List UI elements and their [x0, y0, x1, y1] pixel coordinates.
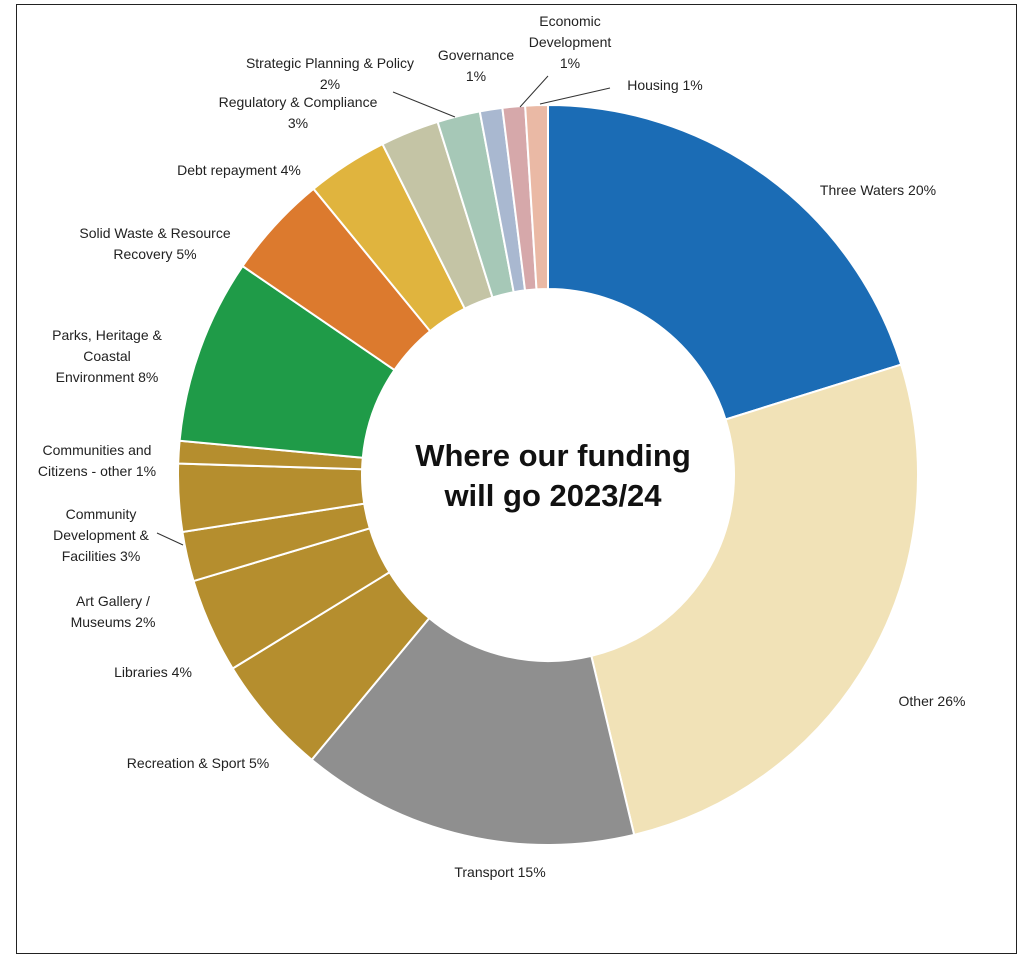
slice-label-13: Governance 1% — [438, 47, 514, 84]
chart-title-line-1: Where our funding — [415, 438, 691, 473]
slice-label-15: Housing 1% — [627, 77, 703, 93]
slice-label-1: Other 26% — [899, 693, 966, 709]
leader-line-14 — [519, 75, 549, 108]
leader-line-12 — [392, 91, 456, 118]
slice-label-7: Communities and Citizens - other 1% — [38, 442, 156, 479]
slice-label-0: Three Waters 20% — [820, 182, 936, 198]
pie-slice-2 — [310, 616, 636, 846]
slice-label-10: Debt repayment 4% — [177, 162, 301, 178]
slice-label-6: Community Development & Facilities 3% — [53, 506, 149, 564]
slice-label-4: Libraries 4% — [114, 664, 192, 680]
slice-label-11: Regulatory & Compliance 3% — [219, 94, 378, 131]
slice-label-8: Parks, Heritage & Coastal Environment 8% — [52, 327, 162, 385]
leader-line-15 — [539, 87, 611, 105]
slice-label-14: Economic Development 1% — [529, 13, 612, 71]
leader-line-6 — [156, 532, 184, 546]
slice-label-5: Art Gallery / Museums 2% — [71, 593, 156, 630]
slice-label-3: Recreation & Sport 5% — [127, 755, 269, 771]
pie-slice-1 — [590, 363, 919, 837]
donut-chart: Three Waters 20% Other 26% Transport 15% Re… — [38, 13, 966, 880]
pie-slice-0 — [547, 103, 903, 421]
slice-label-2: Transport 15% — [454, 864, 545, 880]
chart-title-line-2: will go 2023/24 — [443, 478, 662, 513]
pie-slice-15 — [524, 103, 549, 291]
slice-label-12: Strategic Planning & Policy 2% — [246, 55, 414, 92]
slice-label-9: Solid Waste & Resource Recovery 5% — [79, 225, 230, 262]
